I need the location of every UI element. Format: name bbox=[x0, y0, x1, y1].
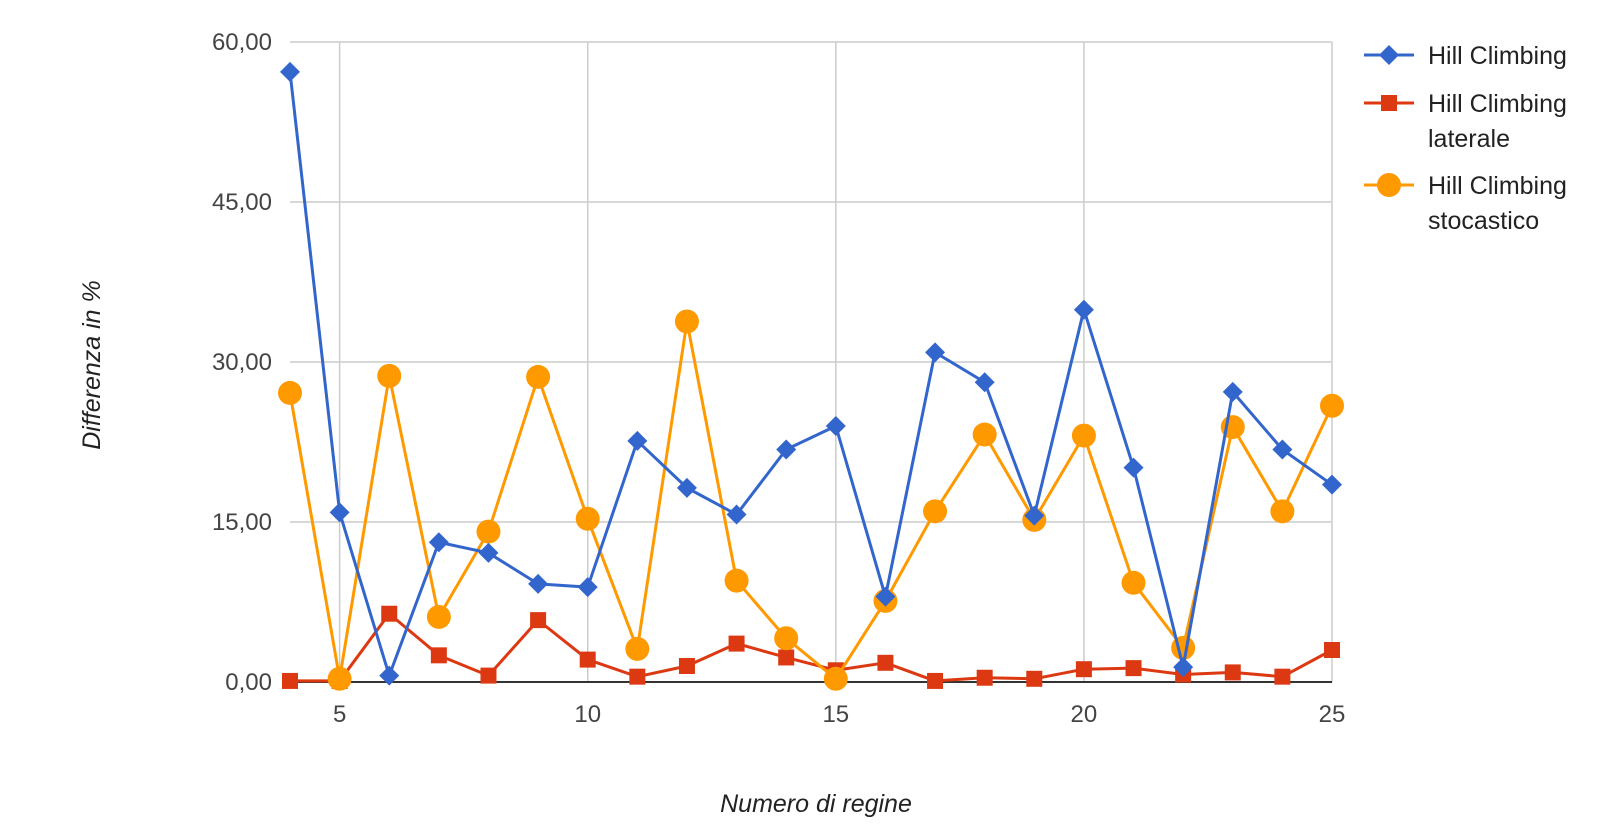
x-tick-label: 20 bbox=[1071, 701, 1098, 728]
data-point bbox=[428, 532, 449, 553]
data-point bbox=[577, 577, 598, 598]
y-tick-label: 30,00 bbox=[212, 349, 272, 376]
series-line bbox=[290, 612, 1333, 683]
data-point bbox=[1024, 505, 1045, 526]
data-point bbox=[1123, 457, 1144, 478]
data-point bbox=[823, 666, 848, 691]
data-point bbox=[1224, 664, 1241, 681]
axes: 0,00 15,00 30,00 45,00 60,00 5 10 15 20 25 bbox=[212, 29, 1345, 728]
legend-item: Hill Climbing laterale bbox=[1364, 90, 1567, 153]
data-point bbox=[1075, 661, 1092, 678]
data-point bbox=[480, 667, 497, 684]
x-tick-label: 25 bbox=[1319, 701, 1346, 728]
data-point bbox=[530, 612, 547, 629]
legend-item: Hill Climbing stocastico bbox=[1364, 172, 1567, 235]
y-tick-label: 0,00 bbox=[225, 669, 272, 696]
series-diamond bbox=[280, 61, 1342, 686]
legend-marker bbox=[1379, 45, 1399, 65]
data-point bbox=[1324, 642, 1340, 658]
data-point bbox=[327, 666, 352, 691]
data-point bbox=[1026, 670, 1043, 687]
data-point bbox=[774, 626, 799, 651]
data-point bbox=[976, 669, 993, 686]
series-line bbox=[288, 71, 1333, 678]
data-point bbox=[379, 665, 400, 686]
data-point bbox=[381, 605, 398, 622]
legend-label: stocastico bbox=[1428, 207, 1539, 235]
y-tick-label: 60,00 bbox=[212, 29, 272, 56]
legend-label: Hill Climbing bbox=[1428, 90, 1567, 118]
data-point bbox=[776, 439, 797, 460]
data-point bbox=[1073, 299, 1094, 320]
data-point bbox=[875, 586, 896, 607]
data-point bbox=[728, 635, 745, 652]
data-point bbox=[877, 654, 894, 671]
y-tick-label: 45,00 bbox=[212, 189, 272, 216]
data-point bbox=[625, 636, 650, 661]
data-point bbox=[575, 506, 600, 531]
data-point bbox=[674, 309, 699, 334]
y-tick-label: 15,00 bbox=[212, 509, 272, 536]
x-tick-label: 5 bbox=[333, 701, 346, 728]
x-tick-label: 15 bbox=[822, 701, 849, 728]
data-point bbox=[282, 672, 298, 689]
series-line bbox=[288, 319, 1334, 681]
data-point bbox=[629, 668, 646, 685]
data-point bbox=[377, 363, 402, 388]
data-point bbox=[972, 422, 997, 447]
legend-label: laterale bbox=[1428, 125, 1510, 153]
data-point bbox=[329, 502, 350, 523]
legend-label: Hill Climbing bbox=[1428, 42, 1567, 70]
data-point bbox=[923, 499, 948, 524]
data-point bbox=[1173, 657, 1194, 678]
legend-item: Hill Climbing bbox=[1364, 42, 1567, 70]
data-point bbox=[579, 651, 596, 668]
data-point bbox=[430, 647, 447, 664]
data-point bbox=[974, 372, 995, 393]
x-tick-label: 10 bbox=[574, 701, 601, 728]
series-layer bbox=[278, 61, 1344, 691]
data-point bbox=[1274, 668, 1291, 685]
data-point bbox=[280, 61, 300, 82]
data-point bbox=[1322, 474, 1342, 495]
data-point bbox=[927, 672, 944, 689]
x-axis-title: Numero di regine bbox=[720, 790, 912, 818]
data-point bbox=[476, 519, 501, 544]
legend-marker bbox=[1381, 95, 1397, 111]
data-point bbox=[1270, 499, 1295, 524]
data-point bbox=[426, 604, 451, 629]
data-point bbox=[778, 649, 795, 666]
data-point bbox=[724, 568, 749, 593]
data-point bbox=[925, 342, 946, 363]
data-point bbox=[1272, 439, 1293, 460]
series-circle bbox=[278, 309, 1344, 691]
data-point bbox=[825, 416, 846, 436]
data-point bbox=[678, 658, 695, 674]
y-axis-title: Differenza in % bbox=[78, 280, 106, 450]
data-point bbox=[1125, 660, 1142, 677]
data-point bbox=[1320, 393, 1344, 418]
data-point bbox=[278, 380, 302, 405]
data-point bbox=[676, 477, 697, 498]
data-point bbox=[627, 430, 648, 451]
legend-marker bbox=[1377, 173, 1401, 197]
data-point bbox=[1222, 381, 1243, 402]
data-point bbox=[726, 504, 747, 525]
data-point bbox=[528, 573, 549, 594]
data-point bbox=[1071, 423, 1096, 448]
data-point bbox=[526, 364, 551, 389]
gridlines bbox=[290, 41, 1333, 682]
data-point bbox=[478, 542, 499, 563]
data-point bbox=[1121, 570, 1146, 595]
legend-label: Hill Climbing bbox=[1428, 172, 1567, 200]
